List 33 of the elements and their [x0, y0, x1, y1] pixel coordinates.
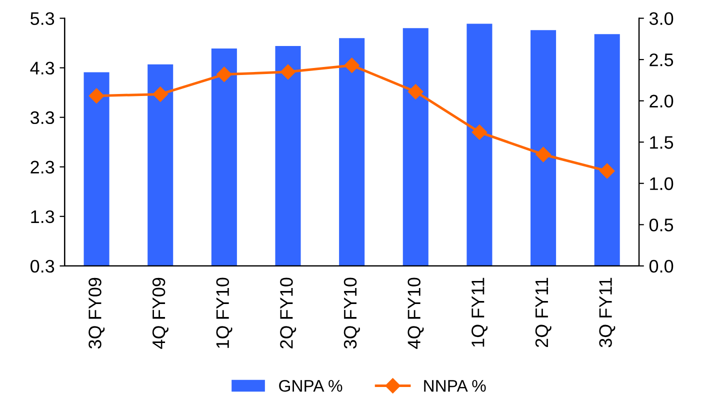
- point: [152, 86, 168, 102]
- x-tick-label: 2Q FY11: [535, 278, 552, 348]
- y2-tick-label: 2.5: [650, 53, 674, 66]
- y-tick-label: 1.3: [31, 210, 54, 224]
- point: [280, 64, 296, 80]
- y-tick-label: 4.3: [30, 62, 54, 75]
- point: [408, 84, 424, 100]
- y2-tick-label: 2.0: [650, 94, 674, 108]
- y-tick-label: 3.3: [30, 111, 54, 124]
- y-tick-label: 5.3: [30, 12, 54, 25]
- x-tick-label: 3Q FY11: [599, 278, 616, 348]
- y-tick-label: 2.3: [30, 160, 54, 174]
- y2-tick-label: 1.0: [650, 177, 674, 190]
- x-tick-label: 1Q FY10: [216, 278, 232, 348]
- y2-tick-label: 1.5: [650, 136, 674, 149]
- x-tick-label: 3Q FY09: [88, 278, 105, 349]
- x-tick-label: 4Q FY10: [408, 278, 424, 349]
- x-tick-label: 4Q FY09: [152, 278, 168, 349]
- y2-tick-label: 0.0: [649, 260, 674, 273]
- point: [216, 66, 232, 82]
- y2-tick-label: 3.0: [649, 12, 674, 25]
- point: [472, 124, 488, 140]
- point: [600, 163, 615, 179]
- x-tick-label: 2Q FY10: [280, 278, 296, 348]
- legend-label: NNPA %: [424, 380, 486, 392]
- x-tick-label: 3Q FY10: [344, 278, 360, 349]
- point: [536, 146, 551, 162]
- legend-label: GNPA %: [279, 380, 342, 392]
- y2-tick-label: 0.5: [649, 218, 674, 232]
- y-tick-label: 0.3: [30, 260, 54, 273]
- point: [88, 88, 104, 104]
- x-tick-label: 1Q FY11: [472, 278, 488, 347]
- point: [344, 58, 360, 73]
